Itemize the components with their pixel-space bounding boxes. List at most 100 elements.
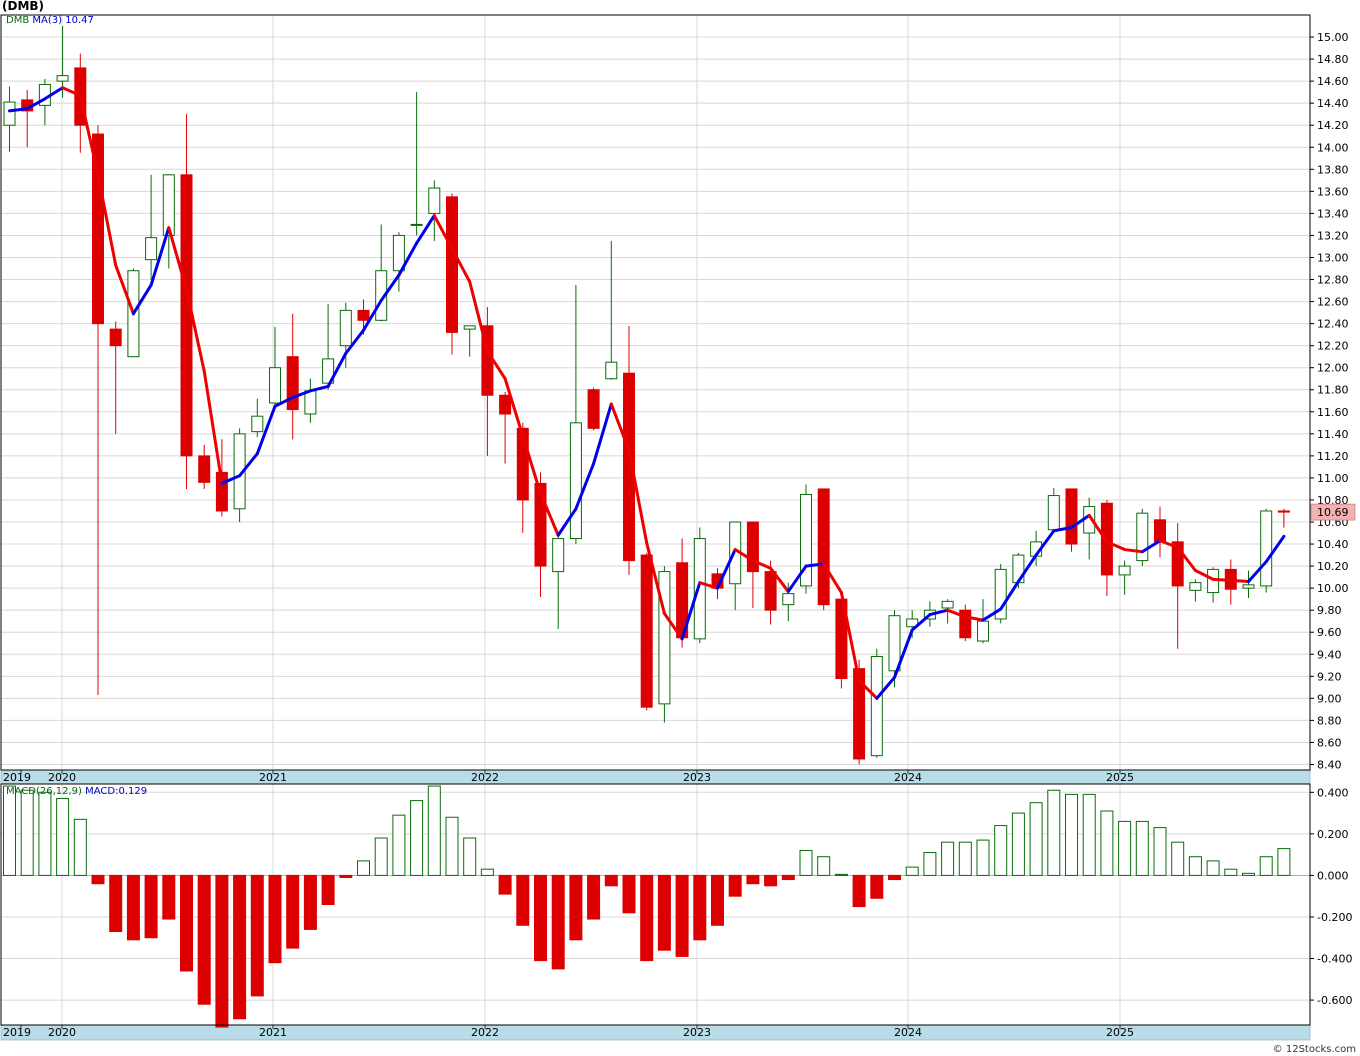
- macd-bar: [1135, 820, 1149, 876]
- candle-body: [658, 571, 671, 705]
- date-axis-label: 2021: [259, 1026, 287, 1039]
- macd-tick-label: -0.400: [1317, 953, 1352, 966]
- macd-legend: MACD(26,12,9) MACD:0.129: [6, 786, 147, 797]
- macd-bar: [1153, 827, 1167, 876]
- macd-bar: [551, 874, 565, 970]
- ma-segment: [822, 562, 843, 595]
- candle-body: [941, 600, 954, 609]
- macd-bar: [905, 866, 919, 876]
- ma-segment: [379, 273, 401, 302]
- ma-segment: [946, 608, 967, 619]
- candle-body: [569, 422, 582, 540]
- macd-bar: [958, 841, 972, 876]
- candle-body: [233, 433, 246, 510]
- last-price-tag: 10.69: [1317, 506, 1349, 519]
- macd-bar: [1242, 872, 1255, 876]
- ma-segment: [1070, 513, 1091, 530]
- ma-segment: [344, 328, 365, 355]
- ma-segment: [1158, 539, 1180, 549]
- ma-segment: [397, 241, 419, 277]
- ma-segment: [503, 377, 525, 438]
- moving-average-line: [8, 86, 1286, 700]
- macd-bar: [91, 874, 105, 885]
- macd-bar: [56, 798, 70, 876]
- ma-segment: [1052, 526, 1073, 533]
- macd-bar: [640, 874, 654, 962]
- candle-body: [853, 668, 866, 760]
- ma-segment: [131, 283, 153, 316]
- ma-segment: [308, 384, 330, 393]
- macd-bar: [445, 816, 459, 876]
- ma-segment: [202, 369, 224, 485]
- candle-body: [446, 196, 458, 333]
- candle-body: [746, 521, 759, 573]
- ma-segment: [804, 562, 826, 568]
- macd-bar: [746, 874, 760, 885]
- macd-bar: [303, 874, 317, 930]
- macd-legend-value: MACD:0.129: [85, 786, 148, 797]
- macd-bar: [834, 873, 848, 876]
- ma-segment: [698, 581, 719, 590]
- macd-grid: [1, 784, 1310, 1025]
- macd-bar: [1065, 793, 1078, 876]
- ma-segment: [857, 679, 879, 700]
- candle-body: [693, 538, 706, 640]
- candle-body: [1189, 582, 1202, 591]
- ma-segment: [839, 591, 861, 683]
- macd-bar: [1259, 856, 1273, 876]
- macd-bar: [852, 874, 866, 908]
- price-tick-label: 14.00: [1317, 141, 1349, 154]
- candle-body: [392, 234, 405, 272]
- ma-segment: [1193, 569, 1215, 581]
- macd-bar: [728, 874, 742, 897]
- macd-bar: [321, 874, 335, 906]
- macd-bar: [604, 874, 618, 887]
- macd-bar: [197, 874, 211, 1005]
- macd-tick-label: 0.400: [1317, 786, 1349, 799]
- macd-bar: [976, 839, 990, 876]
- candle-body: [215, 471, 228, 512]
- macd-bar: [994, 825, 1008, 876]
- ma-segment: [716, 548, 737, 590]
- date-axis-label: 2021: [259, 771, 287, 784]
- date-axis-label: 2019: [3, 1026, 31, 1039]
- ma-segment: [1264, 534, 1286, 564]
- price-tick-label: 9.40: [1317, 648, 1342, 661]
- candle-body: [1154, 519, 1166, 543]
- ma-segment: [78, 93, 100, 177]
- ma-segment: [875, 675, 896, 700]
- ma-segment: [645, 541, 666, 615]
- price-tick-label: 11.80: [1317, 384, 1349, 397]
- candle-body: [1012, 554, 1025, 584]
- price-panel-frame: [0, 14, 1311, 771]
- ma-segment: [609, 402, 631, 452]
- ma-segment: [786, 564, 808, 593]
- price-tick-label: 9.60: [1317, 626, 1342, 639]
- ma-segment: [326, 351, 348, 388]
- macd-bar: [587, 874, 601, 920]
- ma-segment: [415, 214, 436, 245]
- macd-bar: [498, 874, 512, 895]
- price-tick-label: 12.40: [1317, 318, 1349, 331]
- date-axis-strips: 2019 2020 2021 2022 2023 2024 2025 2019 2020 2021…: [0, 769, 1311, 1041]
- macd-panel-bg: [1, 784, 1310, 1025]
- ma-segment: [910, 613, 932, 632]
- ma-segment: [539, 491, 560, 537]
- macd-bar: [180, 874, 193, 972]
- price-tick-label: 14.20: [1317, 119, 1349, 132]
- candle-body: [888, 615, 901, 672]
- candle-body: [463, 325, 476, 330]
- ma-segment: [521, 434, 542, 495]
- macd-bar: [339, 874, 353, 878]
- date-axis-label: 2020: [48, 771, 76, 784]
- candle-body: [817, 488, 830, 606]
- macd-bar: [799, 849, 813, 876]
- price-tick-label: 12.00: [1317, 362, 1349, 375]
- macd-bar: [888, 874, 901, 881]
- candle-body: [977, 620, 989, 642]
- price-axis-ticks: 8.40 8.60 8.80 9.00 9.20 9.40 9.60 9.80 10.00 10.…: [1310, 31, 1356, 771]
- price-tick-label: 8.60: [1317, 736, 1342, 749]
- ma-segment: [8, 107, 29, 113]
- price-tick-label: 13.40: [1317, 207, 1349, 220]
- ma-segment: [1229, 578, 1250, 584]
